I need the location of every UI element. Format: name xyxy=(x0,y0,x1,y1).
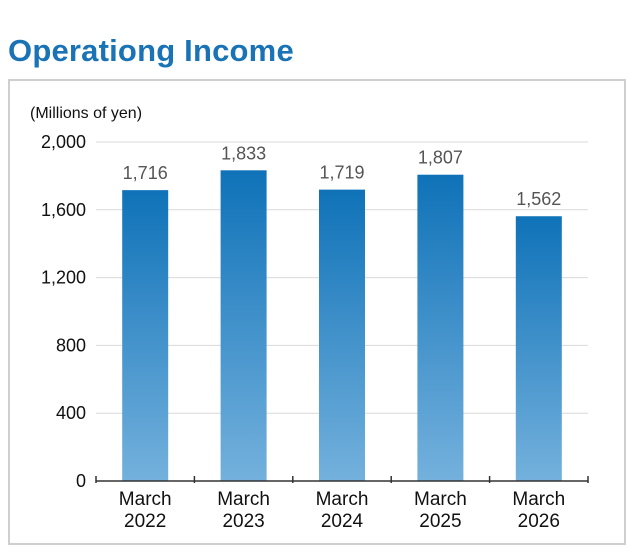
bar xyxy=(515,216,562,481)
bar-value-label: 1,807 xyxy=(418,148,463,168)
x-tick-label: March xyxy=(512,489,565,510)
chart-title: Operationg Income xyxy=(8,33,294,68)
bar xyxy=(417,174,464,481)
y-tick-label: 1,200 xyxy=(41,268,86,288)
y-tick-label: 2,000 xyxy=(41,132,86,152)
bar-value-label: 1,833 xyxy=(221,143,266,163)
bar-value-label: 1,716 xyxy=(123,163,168,183)
x-tick-label: March xyxy=(414,489,467,510)
chart-frame xyxy=(8,79,626,545)
bar xyxy=(319,189,365,481)
x-tick-label: March xyxy=(119,489,172,510)
x-tick-label: 2024 xyxy=(321,511,364,532)
x-tick-label: 2026 xyxy=(518,511,560,532)
y-tick-label: 400 xyxy=(56,403,86,423)
x-tick-label: March xyxy=(217,489,270,510)
x-tick-label: 2023 xyxy=(222,511,264,532)
x-tick-label: 2022 xyxy=(124,511,166,532)
y-axis-label: (Millions of yen) xyxy=(30,105,142,122)
y-tick-label: 1,600 xyxy=(41,200,86,220)
y-tick-label: 800 xyxy=(56,335,86,355)
x-tick-label: 2025 xyxy=(419,511,461,532)
bar-value-label: 1,562 xyxy=(516,189,561,209)
bar xyxy=(220,170,267,481)
x-tick-label: March xyxy=(316,489,369,510)
y-tick-label: 0 xyxy=(76,471,86,491)
bar xyxy=(122,190,169,481)
bar-value-label: 1,719 xyxy=(319,163,364,183)
